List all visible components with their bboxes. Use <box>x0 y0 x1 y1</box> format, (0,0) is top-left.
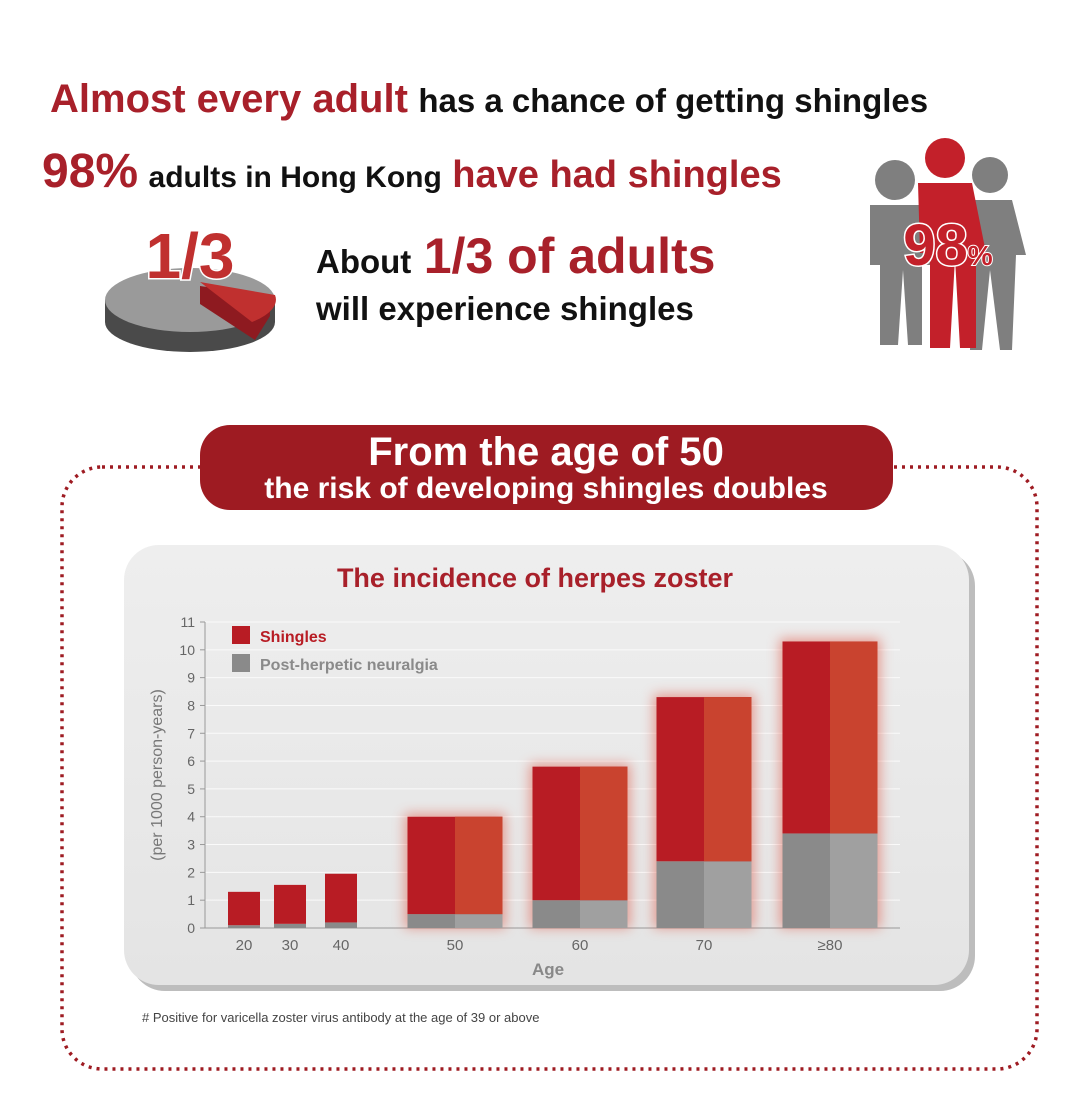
x-axis-label: Age <box>532 960 564 979</box>
banner-line1: From the age of 50 <box>368 430 724 474</box>
third-line2: will experience shingles <box>315 290 694 327</box>
x-tick-label: 40 <box>333 937 350 954</box>
x-tick-label: 30 <box>282 937 299 954</box>
bar-segment <box>325 873 357 923</box>
figure-number: 98 <box>903 213 968 278</box>
bar-shade <box>455 816 503 915</box>
legend-swatch <box>232 626 250 644</box>
x-tick-label: 20 <box>236 937 253 954</box>
banner-line2: the risk of developing shingles doubles <box>264 472 827 505</box>
y-tick-label: 6 <box>187 753 195 769</box>
x-tick-label: 70 <box>696 937 713 954</box>
pie-label: 1/3 <box>146 220 235 292</box>
chart-title: The incidence of herpes zoster <box>337 563 734 593</box>
stat-line: 98% adults in Hong Kong have had shingle… <box>42 145 782 198</box>
bar-shade <box>704 697 752 862</box>
third-line1: About 1/3 of adults <box>316 228 715 284</box>
bar-shade <box>455 914 503 928</box>
y-tick-label: 9 <box>187 670 195 686</box>
banner <box>200 425 893 510</box>
legend-label: Post-herpetic neuralgia <box>260 657 438 674</box>
pie-icon: 1/3 <box>105 219 276 352</box>
y-tick-label: 11 <box>180 614 195 630</box>
headline-black: has a chance of getting shingles <box>418 82 928 119</box>
bar-segment <box>325 922 357 928</box>
legend-label: Shingles <box>260 629 327 646</box>
legend-swatch <box>232 654 250 672</box>
y-tick-label: 7 <box>187 725 195 741</box>
y-tick-label: 10 <box>179 642 195 658</box>
headline: Almost every adult has a chance of getti… <box>50 77 928 121</box>
footnote: # Positive for varicella zoster virus an… <box>142 1010 539 1025</box>
bar-shade <box>830 833 878 928</box>
third-about: About <box>316 243 411 280</box>
x-tick-label: 50 <box>447 937 464 954</box>
bar-shade <box>580 900 628 928</box>
stat-big: 98% <box>42 145 138 198</box>
stat-middle: adults in Hong Kong <box>149 161 442 194</box>
bar-segment <box>228 925 260 928</box>
bar-shade <box>830 641 878 834</box>
headline-red: Almost every adult <box>50 77 408 121</box>
y-tick-label: 5 <box>187 781 195 797</box>
bar-shade <box>704 861 752 928</box>
y-axis-label: (per 1000 person-years) <box>149 689 166 861</box>
y-tick-label: 2 <box>187 864 195 880</box>
bar-segment <box>274 884 306 924</box>
third-big: 1/3 of adults <box>424 228 716 284</box>
bar-shade <box>580 766 628 901</box>
bar-segment <box>228 891 260 926</box>
plot: 0 1 2 3 4 5 6 7 8 9 10 11 20 30 40 50 60 70 ≥80 Shingles Pos… <box>179 614 900 954</box>
bar-segment <box>274 923 306 928</box>
stat-end: have had shingles <box>452 154 781 196</box>
y-tick-label: 0 <box>187 920 195 936</box>
y-tick-label: 4 <box>187 809 195 825</box>
dotted-frame <box>60 465 1039 1071</box>
figure-unit: % <box>968 240 993 271</box>
figure-label: 98% <box>903 213 993 278</box>
y-tick-label: 3 <box>187 837 195 853</box>
x-tick-label: 60 <box>572 937 589 954</box>
people-icon: 98% <box>870 138 1026 350</box>
y-tick-label: 8 <box>187 697 195 713</box>
y-tick-label: 1 <box>187 892 195 908</box>
x-tick-label: ≥80 <box>818 937 843 954</box>
